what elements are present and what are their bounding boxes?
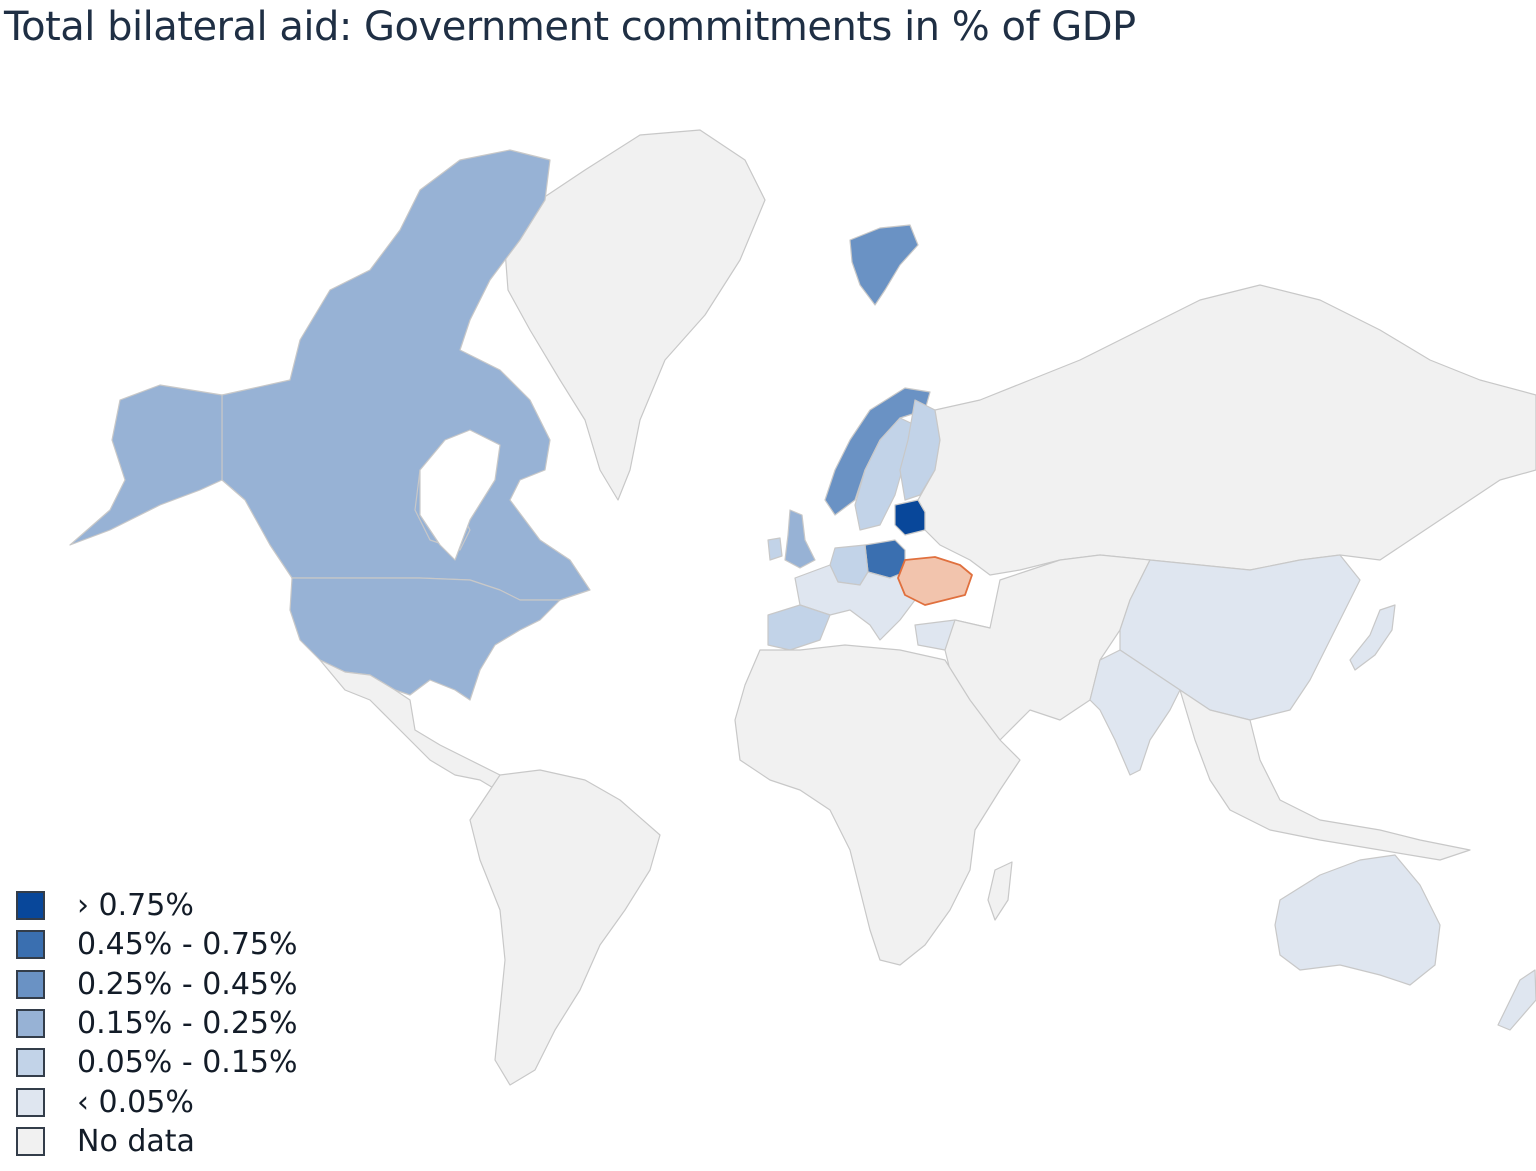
japan[interactable] bbox=[1349, 604, 1396, 671]
legend-item: 0.45% - 0.75% bbox=[16, 925, 336, 964]
india[interactable] bbox=[1089, 649, 1181, 776]
legend-swatch bbox=[16, 1126, 45, 1156]
africa[interactable] bbox=[734, 644, 1021, 966]
ireland[interactable] bbox=[767, 537, 783, 561]
hudson-bay bbox=[419, 429, 501, 561]
china[interactable] bbox=[1119, 554, 1361, 721]
legend-label: 0.15% - 0.25% bbox=[77, 1006, 298, 1042]
southeast-asia[interactable] bbox=[1179, 689, 1471, 861]
svalbard[interactable] bbox=[849, 224, 919, 306]
new-zealand[interactable] bbox=[1497, 969, 1536, 1031]
south-america[interactable] bbox=[469, 769, 661, 1086]
spain-portugal[interactable] bbox=[767, 604, 831, 651]
legend-item: 0.15% - 0.25% bbox=[16, 1004, 336, 1043]
united-kingdom[interactable] bbox=[784, 509, 816, 569]
legend-label: 0.25% - 0.45% bbox=[77, 966, 298, 1002]
legend-label: 0.05% - 0.15% bbox=[77, 1045, 298, 1081]
alaska[interactable] bbox=[69, 384, 223, 546]
legend-swatch bbox=[16, 891, 45, 921]
map-legend: › 0.75% 0.45% - 0.75% 0.25% - 0.45% 0.15% -… bbox=[16, 886, 336, 1161]
legend-item: ‹ 0.05% bbox=[16, 1082, 336, 1121]
australia[interactable] bbox=[1274, 854, 1441, 986]
legend-swatch bbox=[16, 1009, 45, 1039]
legend-label: › 0.75% bbox=[77, 888, 194, 924]
legend-label: ‹ 0.05% bbox=[77, 1084, 194, 1120]
legend-label: No data bbox=[77, 1123, 195, 1159]
page-title: Total bilateral aid: Government commitme… bbox=[4, 4, 1136, 50]
legend-item: No data bbox=[16, 1122, 336, 1161]
madagascar[interactable] bbox=[987, 861, 1013, 921]
legend-item: 0.25% - 0.45% bbox=[16, 965, 336, 1004]
legend-label: 0.45% - 0.75% bbox=[77, 927, 298, 963]
legend-item: 0.05% - 0.15% bbox=[16, 1043, 336, 1082]
legend-swatch bbox=[16, 1048, 45, 1078]
legend-swatch bbox=[16, 930, 45, 960]
legend-swatch bbox=[16, 969, 45, 999]
greenland[interactable] bbox=[504, 129, 766, 501]
legend-item: › 0.75% bbox=[16, 886, 336, 925]
legend-swatch bbox=[16, 1087, 45, 1117]
russia[interactable] bbox=[917, 284, 1536, 576]
ukraine[interactable] bbox=[897, 556, 973, 606]
